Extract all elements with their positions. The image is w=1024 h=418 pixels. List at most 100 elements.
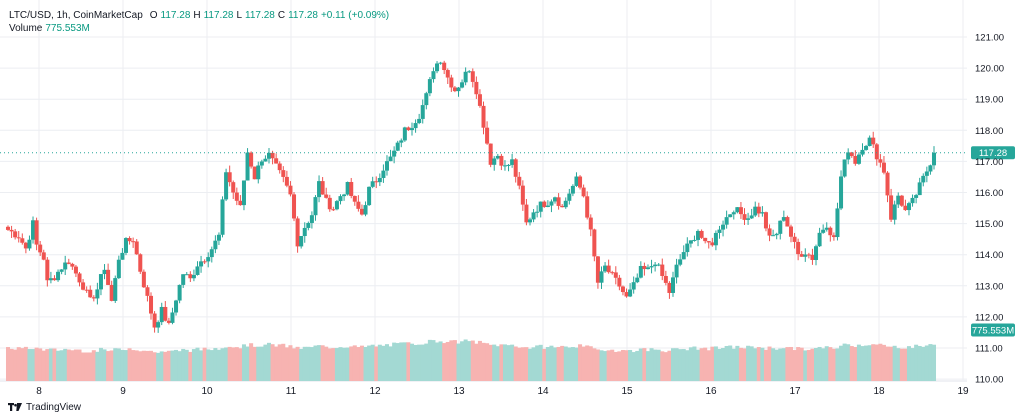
candle-body [5,226,11,230]
candle-body [774,233,779,236]
volume-bar [660,351,665,381]
volume-bar [567,347,572,381]
volume-bar [209,350,214,381]
candle-body [899,195,904,206]
volume-bar [485,343,490,381]
candle-body [356,201,361,209]
volume-bar [224,347,229,381]
candle-body [123,238,128,253]
volume-bar [59,350,64,381]
volume-bar [520,347,525,381]
volume-label[interactable]: Volume [9,23,43,34]
volume-bar [16,347,21,381]
candle-body [63,262,68,270]
volume-bar [342,347,347,381]
volume-bar [685,350,690,381]
volume-bar [31,349,36,381]
volume-bar [828,347,833,381]
candle-body [581,187,586,197]
volume-bar [13,349,18,381]
volume-bar [692,346,697,381]
volume-bar [570,347,575,381]
candle-body [9,229,14,232]
candle-body [435,63,440,72]
volume-bar [889,346,894,381]
candle-body [788,226,793,237]
volume-bar [417,344,422,381]
candle-body [16,237,21,239]
candle-body [359,208,364,215]
volume-value: 775.553M [45,23,90,34]
candle-body [535,211,540,213]
candle-body [849,152,854,157]
candle-body [785,217,790,227]
candle-body [324,194,329,198]
candle-body [731,212,736,215]
volume-bar [352,345,357,381]
candle-body [149,295,154,314]
candle-body [231,182,236,193]
candle-body [406,127,411,131]
high-label: H [193,10,201,21]
volume-bar [452,340,457,381]
volume-bar [377,344,382,381]
volume-bar [774,349,779,381]
volume-bar [256,346,261,381]
price-axis[interactable]: 121.00 120.00 119.00 118.00 117.00 116.00 115.… [975,33,1004,386]
candle-body [420,105,425,119]
volume-bar [460,341,465,381]
candle-body [345,182,350,195]
volume-bar [856,344,861,381]
volume-bar [656,349,661,381]
volume-bar [266,342,272,381]
candle-body [34,220,39,245]
time-tick-label: 17 [789,386,801,397]
time-axis[interactable]: 8 9 10 11 12 13 14 15 16 17 18 19 [36,386,969,397]
volume-bar [760,347,765,381]
volume-bar [796,347,801,381]
volume-bar [663,352,668,381]
candle-body [91,297,96,299]
candle-body [921,175,926,183]
candle-body [917,182,922,196]
candle-body [452,87,457,92]
symbol-title[interactable]: LTC/USD, 1h, CoinMarketCap [9,10,143,21]
footer-branding[interactable]: TradingView [8,402,81,413]
volume-bar [771,348,776,381]
volume-bar [560,345,565,381]
candle-body [477,94,482,106]
candle-body [796,241,801,255]
price-tick-label: 117.00 [975,157,1003,168]
candle-body [159,306,164,323]
volume-bar [109,350,114,381]
volume-bar [592,348,597,381]
volume-bar [427,339,432,381]
volume-bar [742,348,747,381]
volume-bar [324,346,329,381]
volume-bar [359,345,364,381]
volume-bar [399,342,404,381]
candle-body [241,180,246,206]
candle-body [252,166,257,180]
volume-bar [610,349,615,381]
candle-body [492,158,497,165]
candle-body [760,212,765,214]
candle-body [549,201,554,206]
volume-bar [145,350,150,381]
candle-body [856,154,861,164]
volume-bar [81,352,86,381]
volume-bar [721,348,726,381]
candle-body [692,239,697,241]
volume-bar [141,350,146,381]
volume-bar [48,348,53,381]
candle-body [713,232,718,246]
volume-bar [270,344,275,381]
candle-body [181,274,186,285]
candle-body [106,269,111,285]
time-tick-label: 13 [453,386,465,397]
volume-bar [788,346,793,381]
close-label: C [277,10,286,21]
volume-bar [95,351,100,381]
volume-bar [928,344,933,381]
